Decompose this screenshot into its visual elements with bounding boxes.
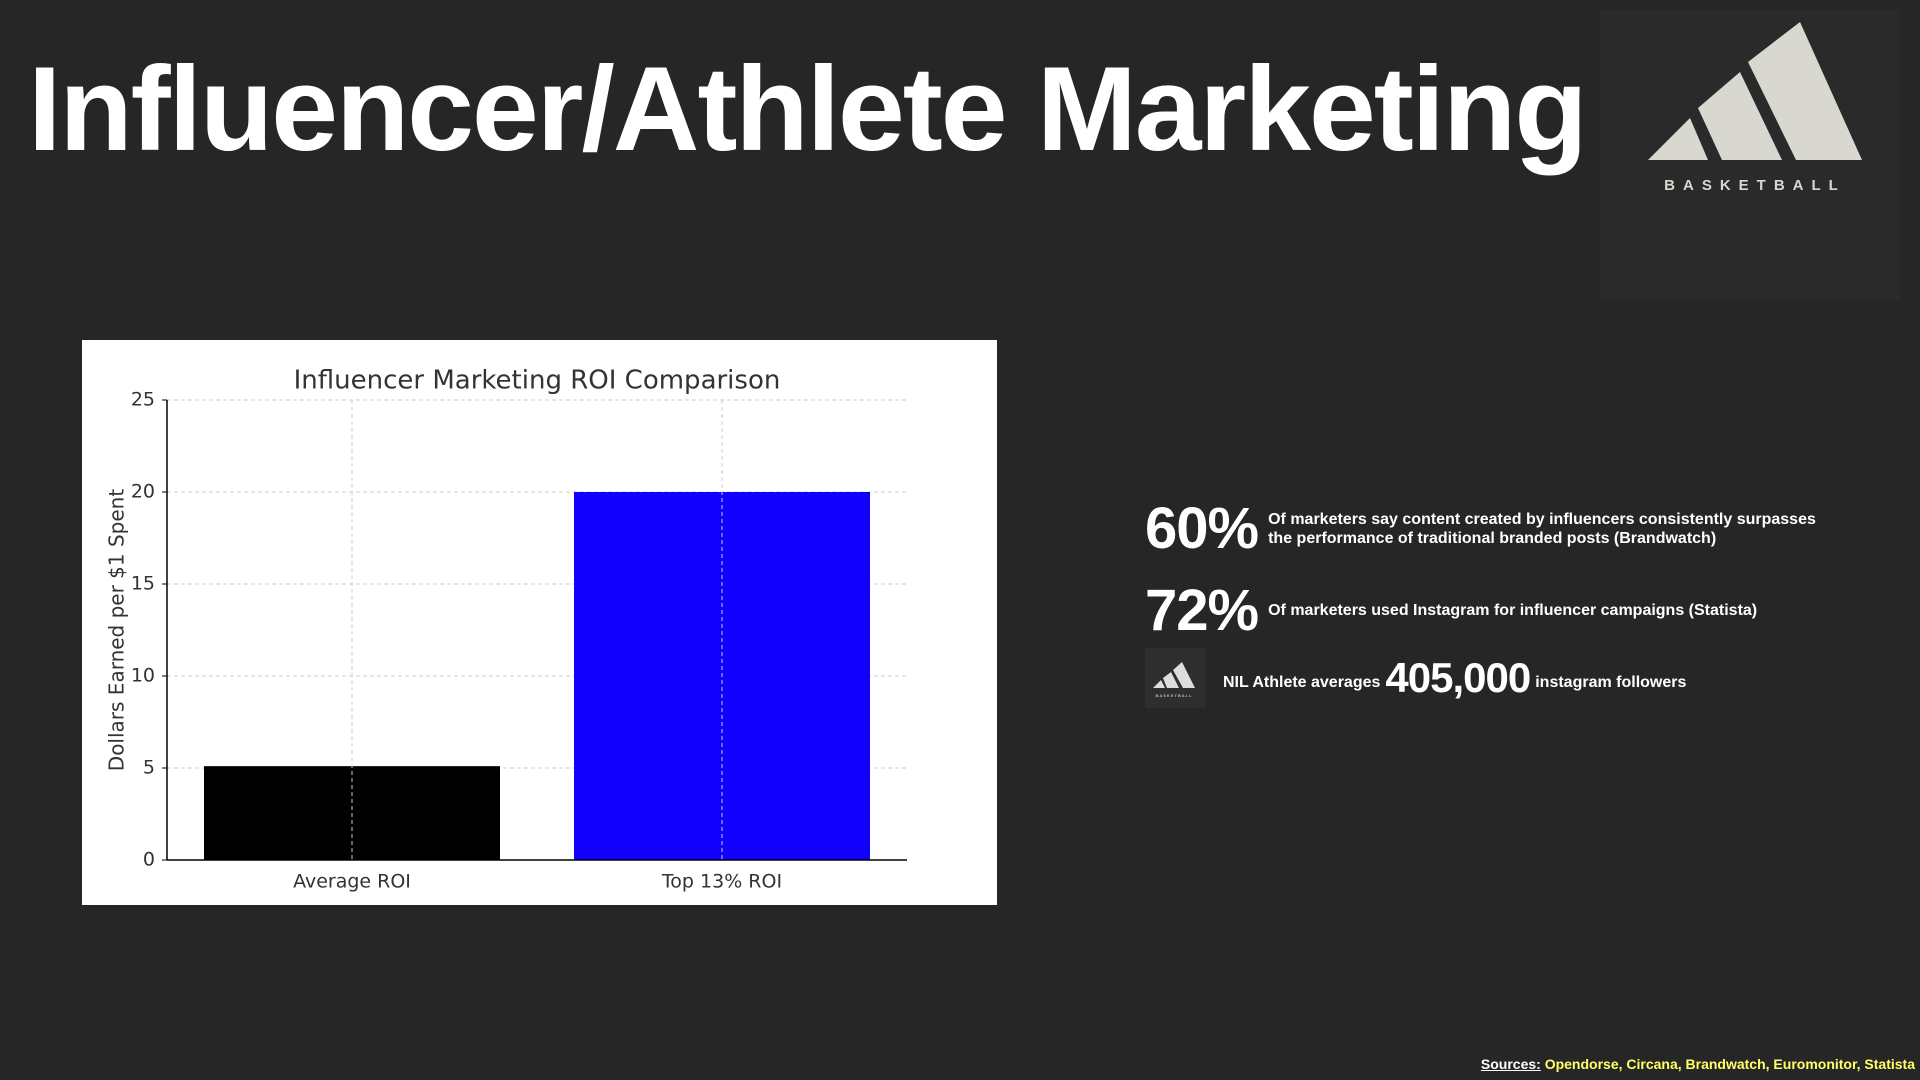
nil-prefix: NIL Athlete averages <box>1223 674 1381 691</box>
x-tick-label: Average ROI <box>293 871 411 893</box>
sources: Sources: Opendorse, Circana, Brandwatch,… <box>1481 1056 1915 1072</box>
stat: 60% Of marketers say content created by … <box>1145 495 1828 562</box>
sources-list: Opendorse, Circana, Brandwatch, Euromoni… <box>1544 1056 1915 1072</box>
stat-text: Of marketers say content created by infl… <box>1268 510 1816 547</box>
nil-stat: BASKETBALL NIL Athlete averages 405,000 … <box>1145 648 1686 708</box>
x-tick-label: Top 13% ROI <box>661 871 782 893</box>
stat: 72% Of marketers used Instagram for infl… <box>1145 577 1828 644</box>
stat-text: Of marketers used Instagram for influenc… <box>1268 602 1758 619</box>
nil-suffix: instagram followers <box>1535 674 1687 691</box>
small-logo-text: BASKETBALL <box>1155 693 1192 698</box>
logo: BASKETBALL <box>1600 10 1900 300</box>
logo-stripe <box>1153 680 1165 688</box>
y-tick-label: 0 <box>143 849 155 871</box>
y-axis-label: Dollars Earned per $1 Spent <box>105 489 129 772</box>
y-tick-label: 10 <box>131 665 155 687</box>
chart-title: Influencer Marketing ROI Comparison <box>294 366 781 396</box>
logo-stripe <box>1648 118 1708 160</box>
stat-value: 72% <box>1145 578 1259 643</box>
logo-stripe <box>1173 662 1195 688</box>
logo-stripe <box>1698 72 1782 160</box>
slide-title: Influencer/Athlete Marketing <box>28 42 1588 176</box>
sources-label: Sources: <box>1480 1056 1541 1072</box>
small-logo-bg <box>1145 648 1205 708</box>
nil-value: 405,000 <box>1385 654 1531 701</box>
logo-text: BASKETBALL <box>1664 177 1846 194</box>
small-logo: BASKETBALL <box>1145 648 1205 708</box>
y-tick-label: 25 <box>131 389 155 411</box>
logo-stripe <box>1748 22 1862 160</box>
chart: Influencer Marketing ROI Comparison Doll… <box>82 340 997 905</box>
y-tick-label: 5 <box>143 757 155 779</box>
stat-value: 60% <box>1145 496 1259 561</box>
logo-stripe <box>1163 672 1179 688</box>
y-tick-label: 15 <box>131 573 155 595</box>
y-tick-label: 20 <box>131 481 155 503</box>
